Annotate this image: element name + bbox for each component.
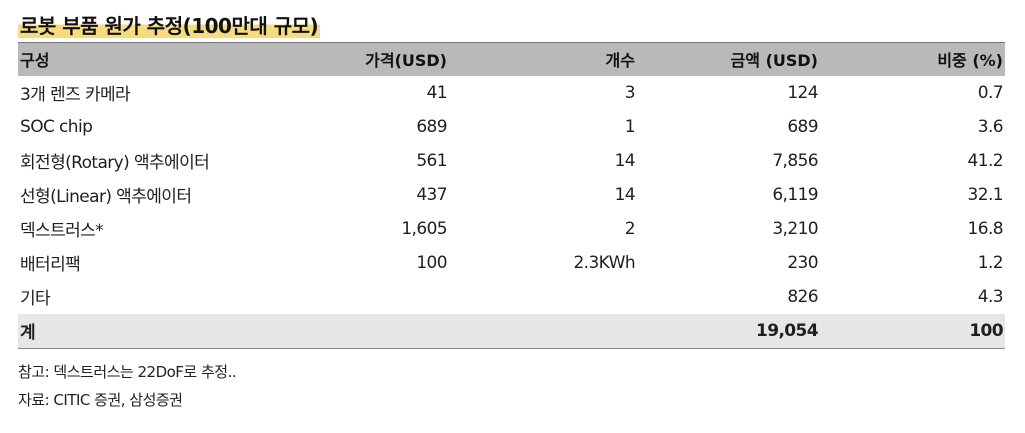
table-title: 로봇 부품 원가 추정(100만대 규모) [18, 12, 321, 40]
cell-count: 14 [614, 150, 636, 171]
table-row: 3개 렌즈 카메라 41 3 124 0.7 [18, 76, 1005, 110]
total-row: 계 19,054 100 [18, 313, 1005, 349]
cell-component: 배터리팩 [20, 255, 81, 275]
header-count: 개수 [449, 42, 637, 76]
header-share: 비중 (%) [820, 42, 1005, 76]
total-price [348, 313, 449, 349]
cell-component: 회전형(Rotary) 액추에이터 [20, 153, 210, 173]
source-text: 자료: CITIC 증권, 삼성증권 [18, 391, 183, 409]
table-row: SOC chip 689 1 689 3.6 [18, 110, 1005, 144]
cell-component: SOC chip [20, 116, 93, 137]
total-label: 계 [18, 313, 348, 349]
cell-share: 1.2 [977, 252, 1004, 273]
cell-amount: 7,856 [772, 150, 818, 171]
cell-count: 2 [624, 218, 636, 239]
cell-price: 100 [416, 252, 447, 273]
cell-price: 689 [416, 116, 447, 137]
table-row: 기타 826 4.3 [18, 280, 1005, 314]
cost-table: 구성 가격(USD) 개수 금액 (USD) 비중 (%) 3개 렌즈 카메라 … [18, 42, 1005, 349]
header-row: 구성 가격(USD) 개수 금액 (USD) 비중 (%) [18, 42, 1005, 76]
cell-share: 32.1 [967, 184, 1004, 205]
header-price: 가격(USD) [348, 42, 449, 76]
cell-amount: 124 [787, 82, 818, 103]
cell-price [348, 280, 449, 314]
total-amount: 19,054 [637, 313, 820, 349]
title-area: 로봇 부품 원가 추정(100만대 규모) [18, 6, 321, 40]
cell-component: 선형(Linear) 액추에이터 [20, 187, 192, 207]
table-row: 선형(Linear) 액추에이터 437 14 6,119 32.1 [18, 178, 1005, 212]
total-share: 100 [820, 313, 1005, 349]
header-amount: 금액 (USD) [637, 42, 820, 76]
cell-share: 4.3 [977, 286, 1004, 307]
cell-component: 기타 [20, 289, 51, 309]
cell-price: 437 [416, 184, 447, 205]
cell-count: 2.3KWh [573, 252, 635, 273]
cell-amount: 3,210 [772, 218, 818, 239]
cell-count: 14 [614, 184, 636, 205]
cell-price: 41 [426, 82, 448, 103]
table-row: 회전형(Rotary) 액추에이터 561 14 7,856 41.2 [18, 144, 1005, 178]
cell-count: 1 [624, 116, 636, 137]
cell-count: 3 [624, 82, 636, 103]
total-count [449, 313, 637, 349]
cell-share: 0.7 [977, 82, 1004, 103]
table-row: 배터리팩 100 2.3KWh 230 1.2 [18, 246, 1005, 280]
cell-share: 16.8 [967, 218, 1004, 239]
cell-share: 3.6 [977, 116, 1004, 137]
cell-amount: 689 [787, 116, 818, 137]
cell-component: 덱스트러스* [20, 221, 104, 241]
cell-amount: 826 [787, 286, 818, 307]
header-component: 구성 [18, 42, 348, 76]
cell-share: 41.2 [967, 150, 1004, 171]
footnotes: 참고: 덱스트러스는 22DoF로 추정.. 자료: CITIC 증권, 삼성증… [18, 358, 237, 414]
table-row: 덱스트러스* 1,605 2 3,210 16.8 [18, 212, 1005, 246]
cell-component: 3개 렌즈 카메라 [20, 85, 131, 105]
cell-count [449, 280, 637, 314]
note-text: 참고: 덱스트러스는 22DoF로 추정.. [18, 363, 237, 381]
cell-amount: 230 [787, 252, 818, 273]
cell-price: 1,605 [401, 218, 447, 239]
cell-price: 561 [416, 150, 447, 171]
cell-amount: 6,119 [772, 184, 818, 205]
